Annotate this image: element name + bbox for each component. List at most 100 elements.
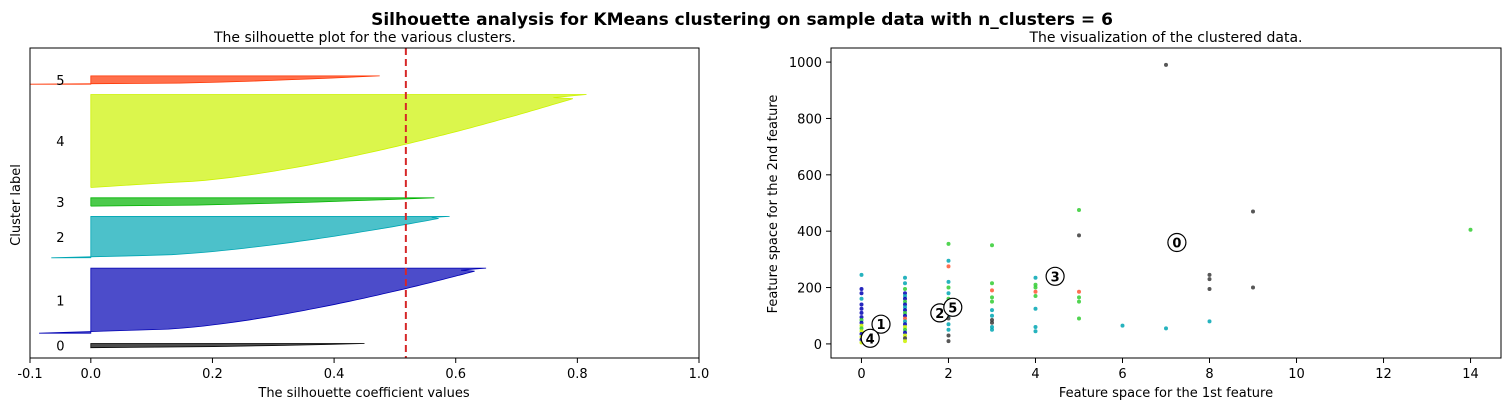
silhouette-cluster-2 (51, 216, 450, 259)
scatter-point (859, 310, 864, 315)
cluster-center-label: 0 (1172, 237, 1181, 252)
scatter-point (1207, 277, 1212, 282)
scatter-point (1164, 62, 1168, 67)
scatter-point (903, 281, 907, 286)
scatter-point (1077, 299, 1081, 304)
silhouette-plot: The silhouette plot for the various clus… (9, 30, 709, 401)
x-tick-label: 1.0 (689, 367, 710, 382)
scatter-point (990, 281, 994, 286)
scatter-point (946, 285, 951, 290)
scatter-point (859, 315, 864, 320)
scatter-point (990, 327, 994, 332)
x-tick-label: 0.6 (445, 367, 466, 382)
scatter-point (1033, 285, 1038, 290)
scatter-point (1033, 289, 1038, 294)
scatter-point (946, 339, 951, 344)
cluster-center-3: 3 (1045, 266, 1065, 286)
silhouette-cluster-5 (29, 75, 380, 85)
scatter-point (990, 299, 994, 304)
scatter-point (859, 306, 864, 311)
scatter-plot-title: The visualization of the clustered data. (1029, 30, 1303, 46)
y-tick-label: 800 (797, 112, 822, 127)
scatter-point (903, 291, 907, 296)
scatter-point (903, 305, 907, 310)
scatter-point (903, 313, 907, 318)
scatter-point (903, 294, 907, 298)
scatter-point (903, 319, 907, 324)
scatter-point (1077, 289, 1081, 294)
scatter-point (903, 302, 907, 307)
scatter-point (946, 258, 951, 263)
scatter-point (903, 316, 907, 321)
scatter-point (903, 308, 907, 313)
scatter-point (903, 310, 907, 315)
x-tick-label: 10 (1288, 367, 1305, 382)
scatter-point (1120, 323, 1125, 328)
scatter-point (859, 287, 864, 291)
cluster-center-label: 5 (948, 301, 957, 316)
x-tick-label: -0.1 (17, 367, 42, 382)
x-tick-label: 4 (1031, 367, 1039, 382)
scatter-point (1164, 326, 1168, 331)
silhouette-cluster-0 (90, 343, 365, 349)
cluster-center-marker (943, 297, 963, 317)
scatter-point (903, 325, 907, 329)
y-tick-label: 200 (797, 282, 822, 297)
scatter-point (990, 295, 994, 300)
cluster-center-marker (1167, 232, 1187, 253)
scatter-point (903, 330, 907, 335)
cluster-label-2: 2 (56, 231, 64, 246)
cluster-label-5: 5 (56, 74, 64, 89)
silhouette-cluster-3 (90, 197, 435, 207)
scatter-point (1077, 208, 1081, 212)
x-tick-label: 14 (1462, 367, 1479, 382)
scatter-point (1251, 209, 1255, 214)
cluster-center-0: 0 (1167, 232, 1187, 253)
scatter-point (946, 327, 951, 332)
cluster-center-marker (1045, 266, 1065, 286)
cluster-center-1: 1 (871, 314, 891, 334)
scatter-point (859, 272, 864, 277)
scatter-point (946, 322, 951, 327)
scatter-point (990, 320, 994, 325)
scatter-point (946, 264, 951, 269)
scatter-point (1033, 282, 1038, 287)
cluster-center-label: 2 (935, 307, 944, 322)
scatter-point (903, 336, 907, 341)
scatter-plot: The visualization of the clustered data.… (766, 30, 1502, 401)
scatter-point (1033, 294, 1038, 298)
scatter-point (1033, 306, 1038, 311)
scatter-point (903, 339, 907, 344)
scatter-point (859, 329, 864, 334)
silhouette-x-ticks: -0.1 0.0 0.2 0.4 0.6 0.8 1.0 (17, 358, 709, 382)
scatter-point (946, 291, 951, 296)
x-tick-label: 0.4 (324, 367, 345, 382)
silhouette-plot-title: The silhouette plot for the various clus… (213, 30, 516, 46)
y-tick-label: 1000 (789, 56, 822, 71)
silhouette-y-axis-label: Cluster label (9, 164, 24, 246)
cluster-label-4: 4 (56, 135, 64, 150)
scatter-x-axis-label: Feature space for the 1st feature (1059, 386, 1273, 401)
scatter-point (859, 291, 864, 296)
cluster-center-marker (871, 314, 891, 334)
scatter-point (1468, 227, 1473, 232)
scatter-point (1033, 329, 1038, 334)
scatter-point (903, 322, 907, 327)
x-tick-label: 2 (944, 367, 952, 382)
scatter-point (1207, 287, 1212, 291)
cluster-label-3: 3 (56, 196, 64, 211)
scatter-point (1207, 272, 1212, 277)
scatter-point (990, 313, 994, 318)
scatter-point (946, 241, 951, 246)
scatter-point (903, 275, 907, 280)
cluster-center-label: 1 (876, 318, 885, 333)
scatter-point (1033, 325, 1038, 329)
scatter-point (990, 288, 994, 293)
cluster-label-0: 0 (56, 340, 64, 355)
y-tick-label: 600 (797, 169, 822, 184)
silhouette-plot-frame (29, 47, 700, 359)
scatter-point (946, 279, 951, 284)
scatter-point (903, 327, 907, 332)
cluster-center-4: 4 (860, 328, 880, 348)
